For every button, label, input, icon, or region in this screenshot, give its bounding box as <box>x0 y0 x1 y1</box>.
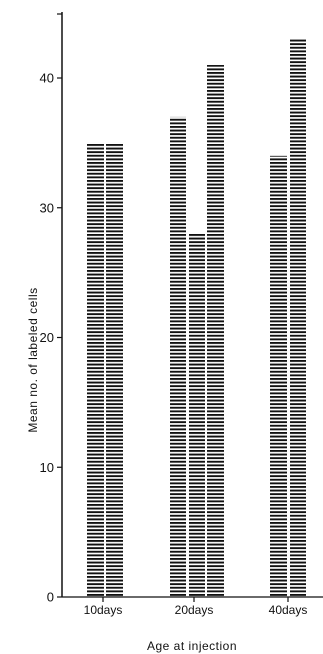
y-tick-label-30: 30 <box>40 200 54 215</box>
x-tick-label-20days: 20days <box>175 603 214 617</box>
y-tick-label-40: 40 <box>40 71 54 86</box>
bars-group <box>87 39 306 598</box>
bar-10days-1 <box>87 142 104 597</box>
y-tick-label-10: 10 <box>40 460 54 475</box>
x-tick-label-40days: 40days <box>269 603 308 617</box>
x-axis-title: Age at injection <box>147 639 237 653</box>
labels-group: 0 10 20 30 40 10days 20days 40days Age at inject… <box>26 71 307 654</box>
bar-10days-2 <box>106 142 123 597</box>
y-axis-title: Mean no. of labeled cells <box>26 287 40 432</box>
bar-20days-3 <box>207 65 224 597</box>
x-tick-label-10days: 10days <box>84 603 123 617</box>
bar-40days-2 <box>290 39 306 597</box>
axes-group <box>57 12 323 602</box>
bar-20days-1 <box>170 116 186 598</box>
y-tick-label-20: 20 <box>40 330 54 345</box>
y-tick-label-0: 0 <box>47 590 54 605</box>
bar-40days-1 <box>270 155 287 597</box>
bar-20days-2 <box>189 233 205 597</box>
